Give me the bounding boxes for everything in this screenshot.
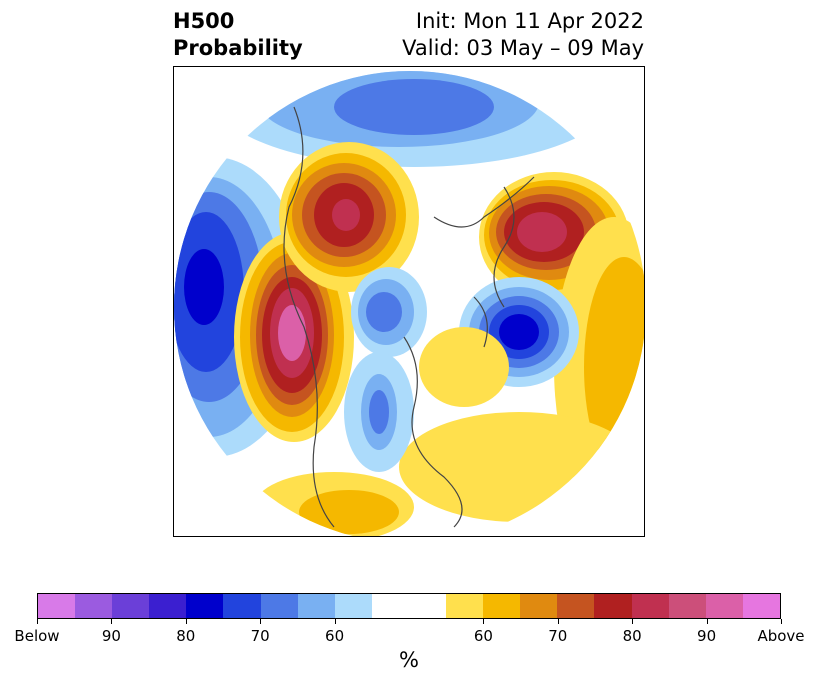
title-left: H500 Probability: [173, 8, 303, 62]
colorbar-segment: [38, 594, 76, 618]
colorbar-tick-label: 80: [176, 627, 196, 645]
init-time: Init: Mon 11 Apr 2022: [415, 9, 644, 33]
colorbar-tick-label: 70: [250, 627, 270, 645]
colorbar-tick-label: 60: [473, 627, 493, 645]
colorbar-tick-label: 60: [325, 627, 345, 645]
colorbar-segment: [705, 594, 743, 618]
colorbar-segment: [631, 594, 669, 618]
colorbar-tick: [334, 619, 336, 624]
colorbar-segment: [112, 594, 150, 618]
title-variable: H500: [173, 9, 235, 33]
colorbar-tick: [781, 619, 782, 624]
colorbar-segment: [520, 594, 558, 618]
colorbar-segment: [149, 594, 187, 618]
colorbar-tick: [706, 619, 708, 624]
colorbar-unit: %: [399, 648, 419, 672]
colorbar-segment: [186, 594, 224, 618]
colorbar-tick-label: 90: [101, 627, 121, 645]
colorbar-segment: [483, 594, 521, 618]
map-canvas: [174, 71, 644, 536]
coastlines: [283, 106, 535, 528]
colorbar-tick: [483, 619, 485, 624]
colorbar-segment: [557, 594, 595, 618]
colorbar-tick-label: 90: [697, 627, 717, 645]
colorbar-segment: [594, 594, 632, 618]
colorbar-segment: [446, 594, 484, 618]
colorbar: [37, 593, 781, 619]
valid-period: Valid: 03 May – 09 May: [402, 36, 644, 60]
colorbar-segment: [260, 594, 298, 618]
colorbar-segment: [223, 594, 261, 618]
colorbar-segment: [75, 594, 113, 618]
colorbar-tick: [557, 619, 559, 624]
colorbar-segment: [334, 594, 372, 618]
title-product: Probability: [173, 36, 303, 60]
colorbar-tick: [37, 619, 38, 624]
colorbar-tick: [260, 619, 262, 624]
colorbar-segment: [297, 594, 335, 618]
colorbar-tick-label: 80: [622, 627, 642, 645]
colorbar-tick: [185, 619, 187, 624]
colorbar-tick-label: Above: [757, 627, 805, 645]
colorbar-tick: [632, 619, 634, 624]
anomaly-field: [174, 71, 644, 536]
probability-map: [173, 66, 645, 537]
colorbar-tick-label: Below: [14, 627, 60, 645]
colorbar-tick-label: 70: [548, 627, 568, 645]
colorbar-segment: [371, 594, 447, 618]
title-right: Init: Mon 11 Apr 2022 Valid: 03 May – 09…: [402, 8, 644, 62]
colorbar-tick: [111, 619, 113, 624]
colorbar-segment: [742, 594, 780, 618]
colorbar-segment: [668, 594, 706, 618]
